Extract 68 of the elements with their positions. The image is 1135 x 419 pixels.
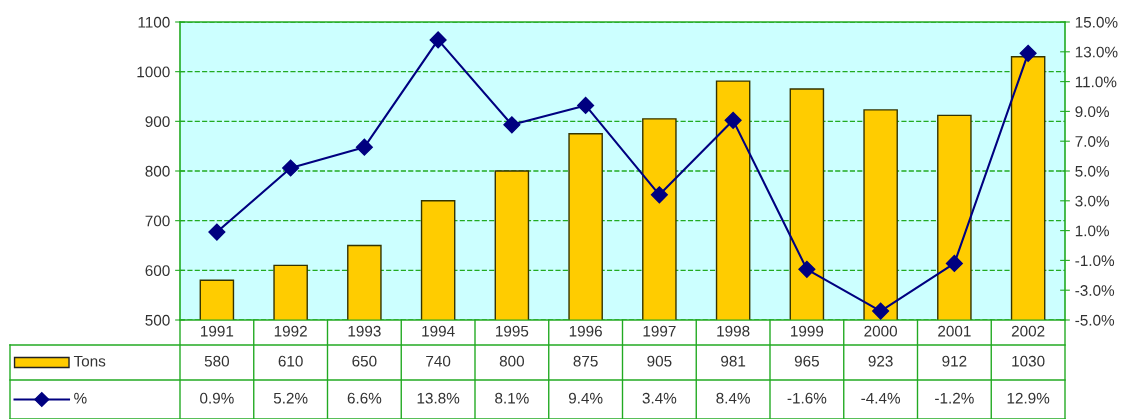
x-tick-label: 1996 <box>569 325 602 337</box>
data-label: 800 <box>499 355 525 367</box>
data-label: 0.9% <box>200 392 234 404</box>
data-label: 650 <box>352 355 377 367</box>
y-tick-label: 700 <box>145 215 170 227</box>
data-label: -4.4% <box>861 392 901 404</box>
point <box>1019 44 1037 62</box>
data-label: 875 <box>573 355 598 367</box>
x-tick-label: 1999 <box>791 325 824 337</box>
y-tick-label: 1000 <box>137 66 170 78</box>
data-label: 912 <box>942 355 967 367</box>
x-tick-label: 1991 <box>201 325 234 337</box>
y2-tick-label: 7.0% <box>1075 136 1109 147</box>
y2-tick-label: 13.0% <box>1075 46 1118 58</box>
data-label: 12.9% <box>1007 392 1050 404</box>
y2-tick-label: 15.0% <box>1075 16 1118 28</box>
x-tick-label: 1992 <box>274 325 307 337</box>
data-label: 740 <box>426 355 451 367</box>
x-tick-label: 2001 <box>938 325 971 337</box>
y2-tick-label: 1.0% <box>1075 225 1109 237</box>
point <box>724 111 742 129</box>
y2-tick-label: 11.0% <box>1075 76 1117 88</box>
data-label: -1.2% <box>935 392 974 404</box>
data-label: 9.4% <box>568 392 603 404</box>
point <box>208 223 226 241</box>
data-label: -1.6% <box>787 392 827 404</box>
data-label: 965 <box>794 355 819 367</box>
point <box>798 260 816 278</box>
point <box>503 116 521 134</box>
data-label: 905 <box>647 355 672 367</box>
legend-label: Tons <box>73 355 106 367</box>
data-label: 5.2% <box>273 392 308 404</box>
data-label: 13.8% <box>417 392 460 404</box>
y2-tick-label: 5.0% <box>1075 165 1109 177</box>
data-label: 6.6% <box>347 392 382 404</box>
data-label: 8.1% <box>495 392 529 404</box>
y2-tick-label: 3.0% <box>1075 195 1109 207</box>
point <box>872 302 890 320</box>
y-tick-label: 600 <box>145 265 170 277</box>
x-tick-label: 1993 <box>348 325 381 337</box>
x-tick-label: 1998 <box>717 325 750 337</box>
y-tick-label: 500 <box>145 314 170 326</box>
point <box>355 138 373 156</box>
data-label: 3.4% <box>642 392 677 404</box>
data-label: 610 <box>278 355 303 367</box>
x-tick-label: 1995 <box>496 325 529 337</box>
x-tick-label: 1994 <box>422 325 455 337</box>
data-label: 8.4% <box>716 392 750 404</box>
y2-tick-label: -1.0% <box>1075 255 1115 267</box>
data-label: 580 <box>204 355 230 367</box>
point <box>429 31 447 49</box>
data-label: 1030 <box>1012 355 1045 367</box>
y2-tick-label: 9.0% <box>1075 106 1109 118</box>
y2-tick-label: -3.0% <box>1075 285 1115 296</box>
y-tick-label: 800 <box>145 165 170 177</box>
y-tick-label: 1100 <box>138 16 170 28</box>
x-tick-label: 2002 <box>1011 325 1045 337</box>
y-tick-label: 900 <box>145 116 170 128</box>
point <box>282 159 300 177</box>
x-tick-label: 1997 <box>643 325 676 337</box>
data-label: 923 <box>868 355 893 367</box>
point <box>945 254 963 272</box>
y2-tick-label: -5.0% <box>1075 314 1115 326</box>
legend-label: % <box>74 392 87 404</box>
data-label: 981 <box>721 355 746 367</box>
point <box>577 96 595 114</box>
point <box>650 186 668 204</box>
x-tick-label: 2000 <box>864 325 898 337</box>
